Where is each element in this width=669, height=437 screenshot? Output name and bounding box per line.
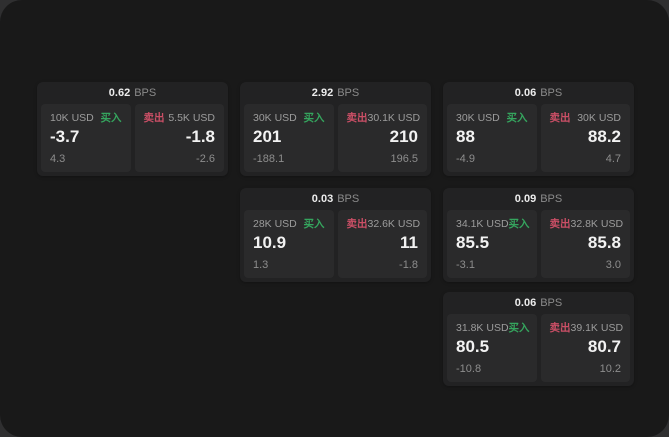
buy-amount: 34.1K USD — [456, 218, 509, 230]
sell-price: 11 — [400, 233, 418, 252]
spread-header: 0.09 BPS — [443, 188, 634, 210]
buy-delta: 4.3 — [50, 153, 66, 165]
buy-quote-tile[interactable]: 30K USD 买入 201 -188.1 — [244, 104, 334, 172]
buy-quote-tile[interactable]: 31.8K USD 买入 80.5 -10.8 — [447, 314, 537, 382]
sell-price: 210 — [389, 127, 418, 146]
spread-header: 0.06 BPS — [443, 82, 634, 104]
sell-delta: 196.5 — [390, 153, 418, 165]
buy-amount: 28K USD — [253, 218, 297, 230]
sell-price: 80.7 — [587, 337, 621, 356]
buy-price: 10.9 — [253, 233, 287, 252]
quote-card: 0.06 BPS 30K USD 买入 88 -4.9 卖出 30K USD 8… — [443, 82, 634, 176]
buy-delta: -188.1 — [253, 153, 285, 165]
buy-amount: 10K USD — [50, 112, 94, 124]
quote-card: 0.62 BPS 10K USD 买入 -3.7 4.3 卖出 5.5K USD… — [37, 82, 228, 176]
spread-unit: BPS — [540, 297, 563, 309]
sell-side-label: 卖出 — [549, 322, 571, 334]
sell-quote-tile[interactable]: 卖出 30K USD 88.2 4.7 — [540, 104, 630, 172]
spread-header: 2.92 BPS — [240, 82, 431, 104]
buy-quote-tile[interactable]: 34.1K USD 买入 85.5 -3.1 — [447, 210, 537, 278]
sell-delta: -1.8 — [399, 259, 418, 271]
sell-amount: 30.1K USD — [367, 112, 421, 124]
buy-price: -3.7 — [50, 127, 80, 146]
buy-side-label: 买入 — [303, 112, 325, 124]
sell-amount: 39.1K USD — [570, 322, 624, 334]
sell-delta: 3.0 — [605, 259, 621, 271]
buy-delta: -10.8 — [456, 363, 482, 375]
quote-card: 0.06 BPS 31.8K USD 买入 80.5 -10.8 卖出 39.1… — [443, 292, 634, 386]
sell-quote-tile[interactable]: 卖出 32.6K USD 11 -1.8 — [337, 210, 427, 278]
spread-header: 0.62 BPS — [37, 82, 228, 104]
sell-price: -1.8 — [185, 127, 215, 146]
spread-unit: BPS — [134, 87, 157, 99]
sell-delta: 4.7 — [605, 153, 621, 165]
sell-side-label: 卖出 — [549, 218, 571, 230]
spread-value: 0.03 — [311, 193, 334, 205]
sell-amount: 32.8K USD — [570, 218, 624, 230]
sell-amount: 32.6K USD — [367, 218, 421, 230]
sell-quote-tile[interactable]: 卖出 39.1K USD 80.7 10.2 — [540, 314, 630, 382]
sell-delta: -2.6 — [196, 153, 215, 165]
buy-delta: -4.9 — [456, 153, 475, 165]
sell-price: 88.2 — [587, 127, 621, 146]
sell-side-label: 卖出 — [143, 112, 165, 124]
sell-amount: 30K USD — [577, 112, 621, 124]
spread-unit: BPS — [540, 193, 563, 205]
sell-side-label: 卖出 — [346, 112, 368, 124]
sell-side-label: 卖出 — [346, 218, 368, 230]
sell-price: 85.8 — [587, 233, 621, 252]
sell-side-label: 卖出 — [549, 112, 571, 124]
sell-quote-tile[interactable]: 卖出 32.8K USD 85.8 3.0 — [540, 210, 630, 278]
sell-delta: 10.2 — [599, 363, 621, 375]
buy-quote-tile[interactable]: 10K USD 买入 -3.7 4.3 — [41, 104, 131, 172]
buy-amount: 30K USD — [253, 112, 297, 124]
quote-card: 0.03 BPS 28K USD 买入 10.9 1.3 卖出 32.6K US… — [240, 188, 431, 282]
buy-side-label: 买入 — [506, 112, 528, 124]
buy-price: 80.5 — [456, 337, 490, 356]
buy-side-label: 买入 — [508, 218, 530, 230]
quote-card: 0.09 BPS 34.1K USD 买入 85.5 -3.1 卖出 32.8K… — [443, 188, 634, 282]
buy-quote-tile[interactable]: 30K USD 买入 88 -4.9 — [447, 104, 537, 172]
buy-delta: -3.1 — [456, 259, 475, 271]
sell-quote-tile[interactable]: 卖出 30.1K USD 210 196.5 — [337, 104, 427, 172]
spread-unit: BPS — [540, 87, 563, 99]
spread-header: 0.06 BPS — [443, 292, 634, 314]
buy-side-label: 买入 — [100, 112, 122, 124]
buy-amount: 31.8K USD — [456, 322, 509, 334]
buy-price: 201 — [253, 127, 282, 146]
spread-value: 0.62 — [108, 87, 131, 99]
spread-unit: BPS — [337, 193, 360, 205]
buy-price: 88 — [456, 127, 475, 146]
buy-price: 85.5 — [456, 233, 490, 252]
sell-amount: 5.5K USD — [168, 112, 215, 124]
spread-header: 0.03 BPS — [240, 188, 431, 210]
buy-delta: 1.3 — [253, 259, 269, 271]
buy-amount: 30K USD — [456, 112, 500, 124]
buy-quote-tile[interactable]: 28K USD 买入 10.9 1.3 — [244, 210, 334, 278]
quote-card: 2.92 BPS 30K USD 买入 201 -188.1 卖出 30.1K … — [240, 82, 431, 176]
spread-value: 0.09 — [514, 193, 537, 205]
spread-value: 0.06 — [514, 87, 537, 99]
sell-quote-tile[interactable]: 卖出 5.5K USD -1.8 -2.6 — [134, 104, 224, 172]
buy-side-label: 买入 — [303, 218, 325, 230]
spread-value: 2.92 — [311, 87, 334, 99]
buy-side-label: 买入 — [508, 322, 530, 334]
spread-value: 0.06 — [514, 297, 537, 309]
spread-unit: BPS — [337, 87, 360, 99]
